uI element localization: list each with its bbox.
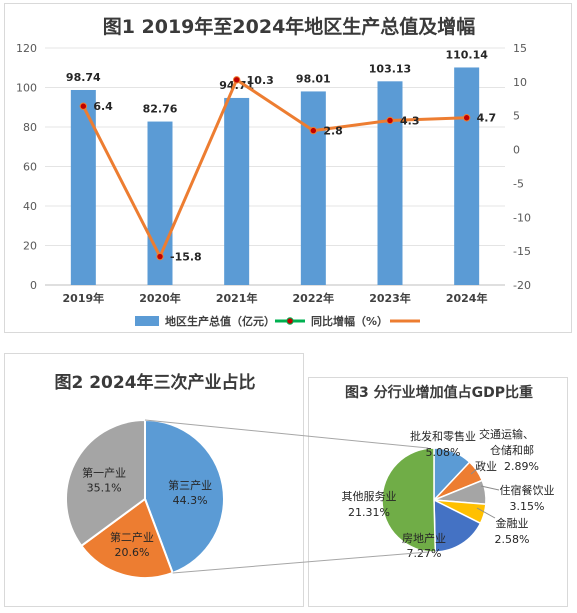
- pie-slice-label: 第三产业: [168, 478, 212, 492]
- pie-slice-label: 第二产业: [110, 530, 154, 544]
- leader-line: [470, 461, 486, 475]
- growth-line: [81, 78, 467, 259]
- fig3-title: 图3 分行业增加值占GDP比重: [345, 385, 533, 401]
- legend-bar-swatch: [135, 316, 159, 326]
- bar-data-label: 110.14: [445, 48, 488, 61]
- fig1-title: 图1 2019年至2024年地区生产总值及增幅: [102, 16, 476, 38]
- growth-point: [462, 114, 471, 122]
- growth-data-label: 6.4: [93, 100, 113, 113]
- pie-slice: [79, 497, 174, 579]
- pie-slice-percent: 5.08%: [426, 446, 461, 459]
- y2-tick-label: -20: [513, 279, 531, 292]
- x-tick-label: 2019年: [63, 291, 105, 305]
- legend-bar-label: 地区生产总值（亿元）: [165, 314, 275, 328]
- y2-tick-label: 15: [513, 42, 527, 55]
- fig2-title: 图2 2024年三次产业占比: [54, 373, 256, 393]
- y2-tick-label: -5: [513, 177, 524, 190]
- y-tick-label: 120: [16, 42, 37, 55]
- y2-tick-label: 10: [513, 76, 527, 89]
- x-tick-label: 2022年: [293, 291, 335, 305]
- growth-data-label: 2.8: [323, 125, 343, 138]
- y-tick-label: 0: [30, 279, 37, 292]
- bar: [377, 81, 403, 285]
- growth-data-label: -15.8: [170, 251, 202, 264]
- pie-slice-percent: 21.31%: [348, 506, 390, 519]
- pie-slice-label: 第一产业: [82, 465, 126, 479]
- growth-point: [309, 126, 318, 135]
- y-tick-label: 100: [16, 82, 37, 95]
- leader-line: [476, 507, 496, 519]
- fig1-plot: 0 20 40 60 80 100 120 -20 -15 -10 -5 0 5 10 15 2019年 202…: [16, 42, 531, 328]
- bar-data-label: 94.71: [219, 79, 254, 92]
- bar: [300, 91, 326, 285]
- leader-line: [480, 485, 500, 491]
- pie-slice: [65, 418, 146, 548]
- fig2-plot: 第三产业 44.3% 第二产业 20.6% 第一产业 35.1%: [65, 418, 225, 579]
- pie-slice-label: 政业: [475, 459, 497, 473]
- pie-slice-label: 交通运输、: [479, 427, 534, 441]
- pie-slice-percent: 2.58%: [495, 533, 530, 546]
- y2-tick-label: -10: [513, 211, 531, 224]
- pie-slice-label: 其他服务业: [342, 490, 397, 503]
- growth-point: [386, 116, 394, 125]
- pie-slice-percent: 20.6%: [114, 546, 149, 559]
- pie-slice-percent: 2.89%: [504, 460, 539, 473]
- pie-slice-percent: 7.27%: [407, 547, 442, 560]
- bar-data-label: 103.13: [369, 62, 411, 75]
- bar-data-label: 98.74: [66, 71, 101, 84]
- y-tick-label: 60: [23, 161, 37, 174]
- y-tick-label: 20: [23, 240, 37, 253]
- growth-data-label: 4.3: [400, 114, 420, 127]
- growth-point: [79, 102, 88, 110]
- pie-slice-label: 房地产业: [402, 531, 446, 545]
- pie-slice-label: 金融业: [496, 516, 529, 530]
- legend-green-marker: [286, 317, 294, 325]
- x-tick-label: 2020年: [139, 291, 181, 305]
- pie-slice-label: 仓储和邮: [490, 443, 534, 457]
- pie-slice-label: 住宿餐饮业: [500, 483, 555, 497]
- pie-slice-percent: 44.3%: [173, 494, 208, 507]
- y-tick-label: 40: [23, 200, 37, 213]
- growth-point: [232, 76, 241, 84]
- pie-slice-percent: 3.15%: [510, 500, 545, 513]
- fig2-chart-panel: 图2 2024年三次产业占比 第三产业 44.3% 第二产业 20.6% 第一产业 35.…: [4, 353, 304, 607]
- y2-tick-label: 5: [513, 110, 520, 123]
- bar: [454, 67, 480, 285]
- x-tick-label: 2023年: [369, 291, 411, 305]
- growth-data-label: 10.3: [247, 74, 274, 87]
- bar: [70, 89, 96, 286]
- y2-tick-label: 0: [513, 144, 520, 157]
- bar: [224, 97, 250, 285]
- bar-data-label: 82.76: [143, 103, 178, 116]
- legend-line-label: 同比增幅（%）: [311, 314, 388, 328]
- x-tick-label: 2021年: [216, 291, 258, 305]
- pie-slice-label: 批发和零售业: [410, 429, 476, 443]
- growth-data-label: 4.7: [477, 112, 497, 125]
- y2-tick-label: -15: [513, 245, 531, 258]
- bar-data-label: 98.01: [296, 72, 331, 85]
- x-tick-label: 2024年: [446, 291, 488, 305]
- growth-point: [156, 252, 164, 261]
- fig3-chart-panel: 图3 分行业增加值占GDP比重 批发和零售业 5.08% 交通运输、仓储和邮政业 2.…: [308, 377, 568, 607]
- pie-slice-percent: 35.1%: [87, 481, 122, 494]
- fig1-chart-panel: 图1 2019年至2024年地区生产总值及增幅 0 20 40 60 80 100 120-…: [4, 3, 572, 333]
- pie-slice: [381, 447, 437, 553]
- pie-slice: [433, 498, 482, 553]
- bar: [147, 121, 173, 285]
- y-tick-label: 80: [23, 121, 37, 134]
